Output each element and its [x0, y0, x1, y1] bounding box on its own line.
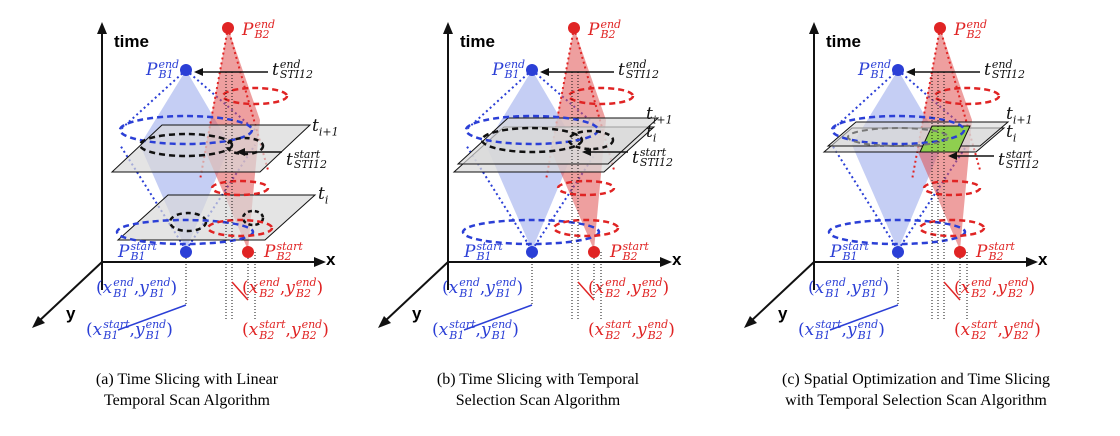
- x-axis-label: x: [672, 250, 682, 269]
- coord-b2-end: (x end B2 ,y end B2): [954, 276, 1036, 300]
- x-axis-label: x: [326, 250, 336, 269]
- time-axis-arrow: [97, 22, 107, 34]
- coord-b2-end: (x end B2 ,y end B2): [588, 276, 670, 300]
- caption-c: (c) Spatial Optimization and Time Slicin…: [782, 371, 1050, 409]
- coord-b1-start: (x start B1 ,y end B1): [86, 318, 173, 342]
- label-t-i: ti: [646, 122, 657, 145]
- coord-b2-start: (x start B2 ,y end B2): [588, 318, 675, 342]
- label-t-sti12-end: t end STI12: [984, 58, 1026, 82]
- point-b2-start: [242, 246, 254, 258]
- caption-a: (a) Time Slicing with Linear Temporal Sc…: [95, 371, 279, 409]
- coord-b2-start: (x start B2 ,y end B2): [242, 318, 329, 342]
- y-axis-arrow: [32, 316, 45, 328]
- label-t-i-plus-1: ti+1: [1006, 104, 1033, 127]
- label-t-sti12-start: t start STI12: [998, 148, 1040, 172]
- diagram-c: [744, 22, 1038, 331]
- coord-b1-start: (x start B1 ,y end B1): [798, 318, 885, 342]
- time-axis-label: time: [114, 32, 149, 51]
- label-t-i-plus-1: ti+1: [646, 104, 673, 127]
- coord-b1-end: (x end B1 ,y end B1): [96, 276, 178, 300]
- time-axis-label: time: [826, 32, 861, 51]
- coord-b2-end: (x end B2 ,y end B2): [242, 276, 324, 300]
- point-b2-end: [222, 22, 234, 34]
- y-axis-label: y: [412, 304, 422, 323]
- label-t-i: ti: [318, 184, 329, 207]
- point-b1-start: [180, 246, 192, 258]
- coord-b1-start: (x start B1 ,y end B1): [432, 318, 519, 342]
- label-t-i: ti: [1006, 122, 1017, 145]
- coord-b2-start: (x start B2 ,y end B2): [954, 318, 1041, 342]
- y-axis: [37, 261, 103, 323]
- x-axis-arrow: [314, 257, 326, 267]
- label-t-sti12-end: t end STI12: [618, 58, 660, 82]
- y-axis-label: y: [66, 304, 76, 323]
- diagram-a: [32, 22, 326, 331]
- caption-b: (b) Time Slicing with Temporal Selection…: [436, 371, 640, 409]
- label-t-sti12-start: t start STI12: [286, 148, 328, 172]
- label-t-sti12-start: t start STI12: [632, 146, 674, 170]
- diagram-b: [378, 22, 672, 331]
- time-axis-label: time: [460, 32, 495, 51]
- point-b1-end: [180, 64, 192, 76]
- y-axis-label: y: [778, 304, 788, 323]
- x-axis-label: x: [1038, 250, 1048, 269]
- label-t-i-plus-1: ti+1: [312, 116, 339, 139]
- plane-t-i: [116, 194, 317, 241]
- coord-b1-end: (x end B1 ,y end B1): [808, 276, 890, 300]
- label-t-sti12-end: t end STI12: [272, 58, 314, 82]
- coord-b1-end: (x end B1 ,y end B1): [442, 276, 524, 300]
